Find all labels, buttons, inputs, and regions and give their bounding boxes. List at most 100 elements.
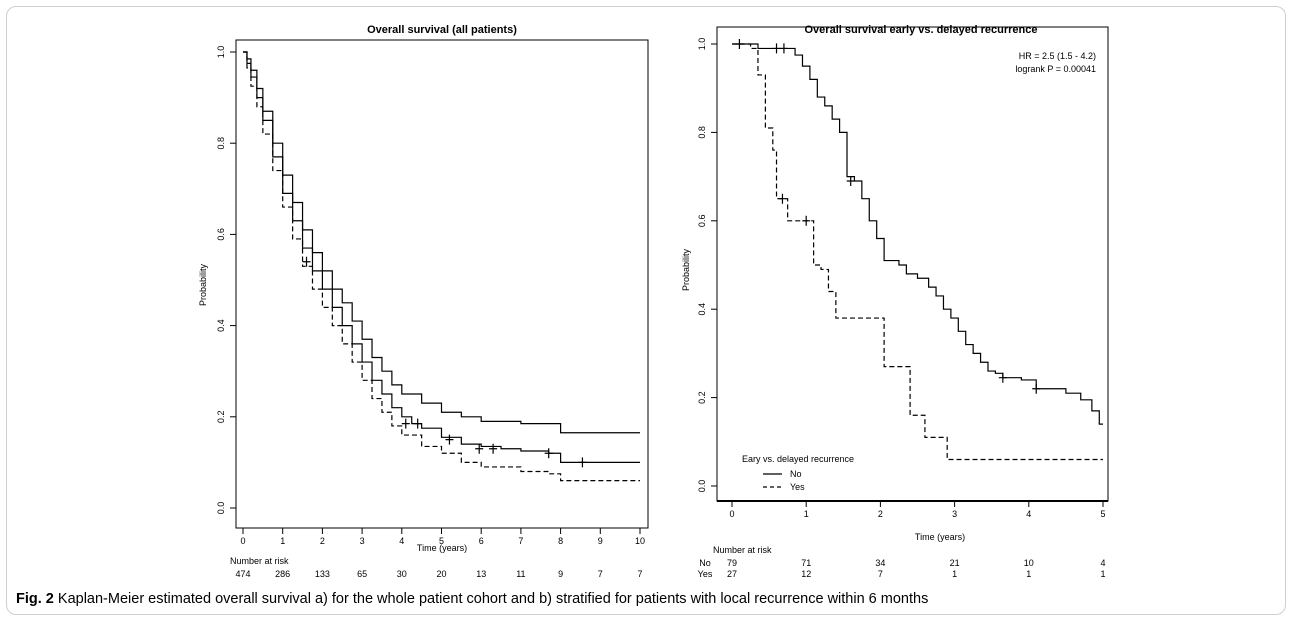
risk-value: 65: [357, 569, 367, 579]
x-tick-label: 5: [1100, 509, 1105, 519]
x-tick-label: 9: [598, 536, 603, 546]
panel-b-series: [717, 39, 1108, 502]
risk-value: 286: [275, 569, 290, 579]
x-tick-label: 1: [280, 536, 285, 546]
panel-a-y-axis: 0.0 0.2 0.4 0.6 0.8 1.0: [216, 46, 236, 515]
censor-mark: [578, 457, 587, 468]
panel-b-x-label: Time (years): [915, 532, 965, 542]
risk-value: 7: [637, 569, 642, 579]
a-series-line-0: [243, 51, 640, 434]
panel-a-x-label: Time (years): [417, 543, 467, 553]
legend-title: Eary vs. delayed recurrence: [742, 454, 854, 464]
x-tick-label: 8: [558, 536, 563, 546]
y-tick-label: 0.2: [697, 391, 707, 404]
x-tick-label: 7: [518, 536, 523, 546]
panel-a-chart: Overall survival (all patients) 0.00.20.…: [198, 24, 649, 579]
y-tick-label: 0.6: [697, 215, 707, 228]
censor-mark: [489, 443, 498, 454]
censor-mark: [302, 256, 311, 267]
risk-value: 474: [235, 569, 250, 579]
panel-b-hazard-ratio: HR = 2.5 (1.5 - 4.2): [1019, 51, 1096, 61]
x-tick-label: 0: [240, 536, 245, 546]
panel-a-x-axis: 0 1 2 3 4 5 6 7 8 9 10: [240, 528, 645, 546]
risk-row-label: No: [699, 558, 711, 568]
x-tick-label: 2: [878, 509, 883, 519]
panel-b-plot-box: [716, 26, 1109, 502]
b-series-line-yes: [732, 43, 1103, 461]
risk-value: 7: [878, 569, 883, 579]
panel-a-plot-box: [235, 39, 649, 529]
y-tick-label: 0.4: [697, 303, 707, 316]
y-tick-label: 0.0: [216, 502, 226, 515]
y-tick-label: 0.0: [697, 480, 707, 493]
legend-no-label: No: [790, 469, 802, 479]
risk-value: 79: [727, 558, 737, 568]
x-tick-label: 4: [1026, 509, 1031, 519]
risk-value: 27: [727, 569, 737, 579]
censor-mark: [401, 418, 410, 429]
x-tick-label: 0: [729, 509, 734, 519]
legend-yes-label: Yes: [790, 482, 805, 492]
y-tick-label: 0.4: [216, 319, 226, 332]
risk-value: 71: [801, 558, 811, 568]
x-tick-label: 2: [320, 536, 325, 546]
risk-value: 12: [801, 569, 811, 579]
panel-b-x-axis: 0 1 2 3 4 5: [729, 501, 1106, 519]
panel-a-title: Overall survival (all patients): [367, 24, 517, 36]
x-tick-label: 6: [479, 536, 484, 546]
figure-caption: Fig. 2 Kaplan-Meier estimated overall su…: [16, 590, 1281, 608]
censor-mark: [779, 43, 788, 54]
risk-value: 34: [875, 558, 885, 568]
panel-b-chart: Overall survival early vs. delayed recur…: [681, 24, 1109, 579]
caption-label: Fig. 2: [16, 591, 54, 607]
x-tick-label: 5: [439, 536, 444, 546]
censor-mark: [445, 434, 454, 445]
y-tick-label: 0.8: [216, 137, 226, 150]
b-series-line-no: [732, 43, 1103, 425]
risk-value: 21: [950, 558, 960, 568]
risk-value: 9: [558, 569, 563, 579]
panel-a-series: [243, 51, 640, 482]
panel-b-risk-header: Number at risk: [713, 545, 772, 555]
panel-b-y-label: Probability: [681, 248, 691, 291]
y-tick-label: 1.0: [216, 46, 226, 59]
panel-b-title: Overall survival early vs. delayed recur…: [805, 24, 1038, 36]
risk-value: 133: [315, 569, 330, 579]
figure-frame: [6, 6, 1286, 615]
risk-value: 30: [397, 569, 407, 579]
panel-a-y-label: Probability: [198, 263, 208, 306]
risk-row-label: Yes: [698, 569, 713, 579]
censor-mark: [846, 176, 855, 187]
a-series-line-2: [243, 51, 640, 482]
risk-value: 7: [598, 569, 603, 579]
censor-mark: [802, 215, 811, 226]
y-tick-label: 0.2: [216, 411, 226, 424]
risk-value: 20: [436, 569, 446, 579]
censor-mark: [475, 443, 484, 454]
risk-value: 13: [476, 569, 486, 579]
x-tick-label: 1: [804, 509, 809, 519]
risk-value: 1: [952, 569, 957, 579]
censor-mark: [772, 43, 781, 54]
a-series-line-1: [243, 51, 640, 463]
panel-b-legend: Eary vs. delayed recurrence No Yes: [742, 454, 854, 492]
figure-canvas: Overall survival (all patients) 0.00.20.…: [198, 24, 1109, 579]
risk-value: 4: [1100, 558, 1105, 568]
risk-value: 11: [516, 569, 525, 579]
x-tick-label: 3: [360, 536, 365, 546]
risk-value: 1: [1100, 569, 1105, 579]
y-tick-label: 0.8: [697, 126, 707, 139]
censor-mark: [998, 372, 1007, 383]
censor-mark: [778, 193, 787, 204]
censor-mark: [544, 448, 553, 459]
x-tick-label: 3: [952, 509, 957, 519]
censor-mark: [1032, 383, 1041, 394]
panel-a-risk-table: 474 286 133 65 30 20 13 11 9 7 7: [235, 569, 642, 579]
y-tick-label: 0.6: [216, 228, 226, 241]
panel-b-logrank-p: logrank P = 0.00041: [1015, 64, 1096, 74]
risk-value: 1: [1026, 569, 1031, 579]
x-tick-label: 4: [399, 536, 404, 546]
y-tick-label: 1.0: [697, 38, 707, 51]
risk-value: 10: [1024, 558, 1034, 568]
